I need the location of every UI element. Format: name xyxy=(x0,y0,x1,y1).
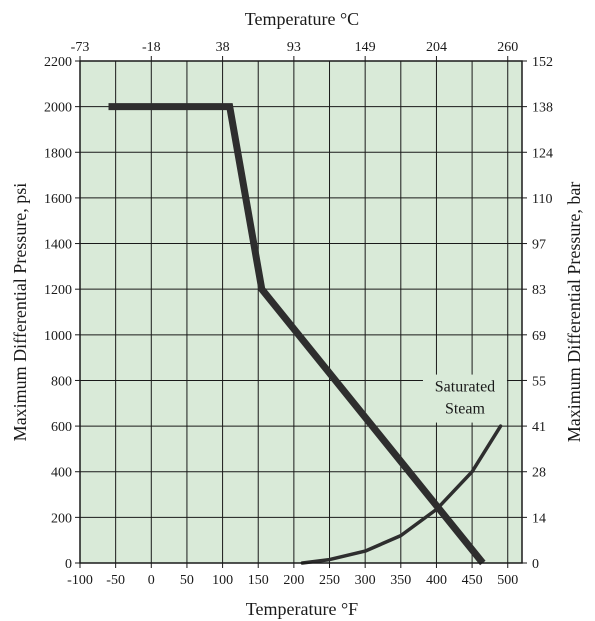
y2-tick-label: 83 xyxy=(532,283,546,298)
x-tick-label: 450 xyxy=(462,573,483,588)
y2-tick-label: 110 xyxy=(532,192,552,207)
annotation-bg xyxy=(422,374,507,423)
saturated-steam-label-line1: Saturated xyxy=(435,379,495,396)
x-axis-title: Temperature °F xyxy=(246,599,358,619)
y2-tick-label: 28 xyxy=(532,466,546,481)
y-tick-label: 2000 xyxy=(44,101,72,116)
saturated-steam-label-line2: Steam xyxy=(445,401,486,418)
x-tick-label: -100 xyxy=(67,573,93,588)
x2-tick-label: 149 xyxy=(355,40,376,55)
x2-tick-label: 204 xyxy=(426,40,447,55)
x2-tick-label: 93 xyxy=(287,40,301,55)
x2-tick-label: -73 xyxy=(71,40,90,55)
y-tick-label: 0 xyxy=(65,557,72,572)
plot-area xyxy=(80,61,522,563)
pressure-limit-line xyxy=(108,103,486,566)
y2-axis-title: Maximum Differential Pressure, bar xyxy=(564,182,584,443)
x-tick-label: 50 xyxy=(180,573,194,588)
y2-tick-label: 55 xyxy=(532,374,546,389)
x-tick-label: 500 xyxy=(497,573,518,588)
y2-tick-label: 14 xyxy=(532,511,546,526)
x-tick-label: 0 xyxy=(148,573,155,588)
y-tick-label: 2200 xyxy=(44,55,72,70)
x-tick-label: 100 xyxy=(212,573,233,588)
y-tick-label: 600 xyxy=(51,420,72,435)
y2-tick-label: 138 xyxy=(532,101,553,116)
x-tick-label: 400 xyxy=(426,573,447,588)
saturated-steam-curve xyxy=(300,424,503,565)
x-tick-label: -50 xyxy=(106,573,125,588)
y-tick-label: 400 xyxy=(51,466,72,481)
y2-tick-label: 152 xyxy=(532,55,553,70)
x-tick-label: 300 xyxy=(355,573,376,588)
y-tick-label: 200 xyxy=(51,511,72,526)
y2-tick-label: 124 xyxy=(532,146,553,161)
x-tick-label: 350 xyxy=(390,573,411,588)
x-tick-label: 150 xyxy=(248,573,269,588)
y-tick-label: 1400 xyxy=(44,238,72,253)
y2-tick-label: 0 xyxy=(532,557,539,572)
y-axis-title: Maximum Differential Pressure, psi xyxy=(10,183,30,442)
x2-tick-label: 38 xyxy=(216,40,230,55)
plot-frame xyxy=(79,60,523,564)
y-tick-label: 800 xyxy=(51,374,72,389)
y-tick-label: 1800 xyxy=(44,146,72,161)
y-tick-label: 1200 xyxy=(44,283,72,298)
y2-tick-label: 97 xyxy=(532,238,546,253)
y-tick-label: 1000 xyxy=(44,329,72,344)
x2-tick-label: 260 xyxy=(497,40,518,55)
y2-tick-label: 69 xyxy=(532,329,546,344)
y-tick-label: 1600 xyxy=(44,192,72,207)
x-tick-label: 250 xyxy=(319,573,340,588)
x2-axis-title: Temperature °C xyxy=(245,9,359,29)
x-tick-label: 200 xyxy=(283,573,304,588)
y2-tick-label: 41 xyxy=(532,420,546,435)
x2-tick-label: -18 xyxy=(142,40,161,55)
